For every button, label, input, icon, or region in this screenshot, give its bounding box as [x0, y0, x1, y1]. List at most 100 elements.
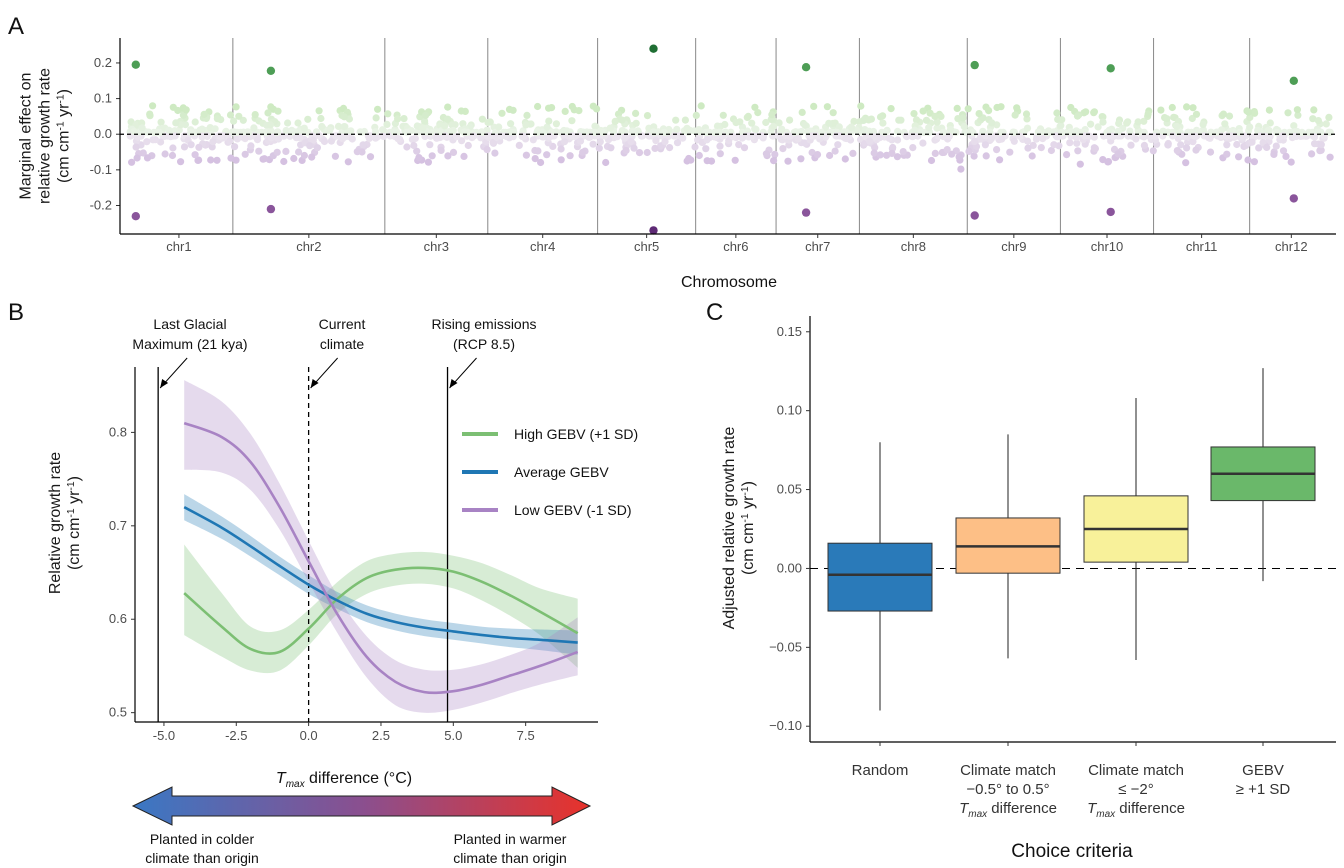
positive-effect-point	[1284, 109, 1292, 117]
positive-effect-point	[235, 112, 243, 120]
arrow-label-left: climate than origin	[145, 850, 259, 866]
positive-effect-point	[372, 128, 380, 136]
positive-effect-point	[230, 117, 238, 125]
positive-effect-point	[1159, 127, 1167, 135]
negative-effect-point	[1192, 146, 1200, 154]
positive-effect-point	[1310, 106, 1318, 114]
negative-effect-point	[426, 141, 434, 149]
positive-effect-point	[925, 124, 933, 132]
top-positive-marker	[801, 62, 811, 72]
a-ytick-label: -0.2	[90, 197, 112, 212]
negative-effect-point	[1311, 133, 1319, 141]
c-ylabel-line: Adjusted relative growth rate	[721, 427, 738, 630]
positive-effect-point	[887, 105, 895, 113]
negative-effect-point	[1063, 151, 1071, 159]
positive-effect-point	[575, 107, 583, 115]
a-ytick-label: 0.1	[94, 91, 112, 106]
reference-annotation: (RCP 8.5)	[453, 336, 515, 352]
positive-effect-point	[436, 128, 444, 136]
positive-effect-point	[419, 124, 427, 132]
negative-effect-point	[1090, 133, 1098, 141]
negative-effect-point	[602, 158, 610, 167]
positive-effect-point	[762, 118, 770, 127]
b-ylabel-line: Relative growth rate	[47, 452, 64, 594]
negative-effect-point	[1010, 137, 1018, 145]
negative-effect-point	[657, 142, 665, 150]
positive-effect-point	[660, 128, 668, 136]
negative-effect-point	[957, 165, 965, 173]
panel-c-label: C	[706, 299, 723, 326]
positive-effect-point	[251, 111, 259, 119]
positive-effect-point	[1134, 118, 1142, 126]
negative-effect-point	[444, 152, 452, 160]
positive-effect-point	[522, 121, 530, 129]
positive-effect-point	[1053, 109, 1061, 117]
positive-effect-point	[1290, 122, 1298, 130]
negative-effect-point	[762, 150, 771, 158]
negative-effect-point	[661, 138, 669, 146]
negative-effect-point	[987, 135, 995, 143]
negative-effect-point	[424, 158, 432, 166]
top-positive-marker	[131, 60, 140, 69]
positive-effect-point	[713, 122, 722, 130]
b-ytick-label: 0.5	[109, 705, 127, 720]
negative-effect-point	[738, 134, 746, 142]
negative-effect-point	[673, 139, 682, 147]
positive-effect-point	[1322, 120, 1330, 128]
positive-effect-point	[1023, 124, 1032, 132]
legend-label: Low GEBV (-1 SD)	[514, 502, 631, 518]
reference-annotation: Last Glacial	[153, 316, 226, 332]
negative-effect-point	[557, 145, 565, 153]
negative-effect-point	[1326, 153, 1334, 161]
negative-effect-point	[313, 144, 321, 152]
top-negative-marker	[266, 204, 276, 214]
positive-effect-point	[448, 121, 456, 129]
positive-effect-point	[649, 128, 658, 136]
positive-effect-point	[1034, 128, 1042, 136]
positive-effect-point	[1265, 106, 1273, 114]
negative-effect-point	[209, 138, 217, 146]
negative-effect-point	[849, 149, 857, 157]
category-label-line: Random	[852, 762, 909, 779]
positive-effect-point	[1126, 127, 1134, 135]
positive-effect-point	[947, 125, 955, 133]
unit-sup: -1	[56, 121, 67, 130]
negative-effect-point	[888, 149, 896, 157]
positive-effect-point	[817, 128, 826, 136]
annotation-arrow-head	[449, 379, 458, 388]
positive-effect-point	[786, 116, 794, 124]
panel-a: A Marginal effect on relative growth rate…	[8, 13, 1336, 291]
positive-effect-point	[1082, 108, 1090, 116]
negative-effect-point	[998, 135, 1006, 143]
panel-c-ticks: 0.15 0.10 0.05 0.00 −0.05 −0.10	[769, 324, 810, 733]
chromosome-label: chr7	[805, 239, 830, 254]
negative-effect-point	[282, 147, 290, 155]
arrow-label-left: Planted in colder	[150, 831, 255, 847]
positive-effect-point	[897, 116, 905, 124]
positive-effect-point	[1114, 127, 1122, 135]
positive-effect-point	[1099, 118, 1107, 126]
negative-effect-point	[300, 151, 308, 160]
negative-effect-point	[1164, 141, 1172, 149]
positive-effect-point	[1273, 128, 1281, 136]
positive-effect-point	[347, 127, 355, 135]
negative-effect-point	[308, 153, 316, 161]
negative-effect-point	[826, 151, 834, 160]
a-ytick-label: -0.1	[90, 162, 112, 177]
positive-effect-point	[318, 122, 326, 131]
chromosome-label: chr10	[1091, 239, 1124, 254]
negative-effect-point	[685, 154, 693, 163]
positive-effect-point	[284, 119, 292, 127]
negative-effect-point	[458, 137, 466, 145]
top-negative-marker	[1289, 194, 1299, 203]
positive-effect-point	[187, 128, 195, 136]
negative-effect-point	[161, 150, 169, 158]
positive-effect-point	[1115, 119, 1123, 127]
panel-b-xlabel-var: T	[276, 770, 287, 787]
positive-effect-point	[611, 117, 619, 125]
negative-effect-point	[365, 134, 373, 142]
negative-effect-point	[841, 155, 849, 163]
box-iqr	[827, 542, 933, 612]
negative-effect-point	[589, 140, 597, 148]
